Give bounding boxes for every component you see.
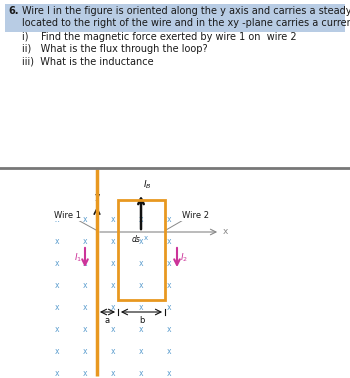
Text: $I_1$: $I_1$ bbox=[74, 251, 82, 264]
Text: ds: ds bbox=[132, 235, 140, 244]
Text: x: x bbox=[167, 347, 171, 356]
Text: x: x bbox=[111, 237, 115, 246]
Text: x: x bbox=[139, 260, 143, 268]
Text: x: x bbox=[167, 370, 171, 378]
Text: x: x bbox=[139, 347, 143, 356]
Text: x: x bbox=[111, 347, 115, 356]
Text: x: x bbox=[111, 325, 115, 335]
Text: x: x bbox=[55, 260, 59, 268]
Text: x: x bbox=[111, 282, 115, 291]
Text: x: x bbox=[55, 237, 59, 246]
Text: x: x bbox=[83, 325, 87, 335]
Text: y: y bbox=[94, 192, 100, 201]
Text: x: x bbox=[139, 282, 143, 291]
Text: ii)   What is the flux through the loop?: ii) What is the flux through the loop? bbox=[22, 44, 208, 54]
Text: x: x bbox=[83, 370, 87, 378]
Text: $I_2$: $I_2$ bbox=[180, 251, 188, 264]
Text: x: x bbox=[83, 282, 87, 291]
Text: x: x bbox=[83, 237, 87, 246]
Bar bbox=[5, 4, 345, 32]
Bar bbox=[118, 200, 165, 300]
Text: x: x bbox=[111, 215, 115, 225]
Text: $I_B$: $I_B$ bbox=[143, 178, 152, 191]
Text: x: x bbox=[144, 235, 148, 241]
Text: x: x bbox=[55, 304, 59, 313]
Text: x: x bbox=[167, 304, 171, 313]
Text: x: x bbox=[83, 304, 87, 313]
Text: x: x bbox=[111, 370, 115, 378]
Text: x: x bbox=[167, 282, 171, 291]
Text: x: x bbox=[167, 215, 171, 225]
Text: a: a bbox=[105, 316, 110, 325]
Text: i)    Find the magnetic force exerted by wire 1 on  wire 2: i) Find the magnetic force exerted by wi… bbox=[22, 32, 297, 42]
Text: x: x bbox=[55, 215, 59, 225]
Text: x: x bbox=[223, 228, 228, 237]
Text: x: x bbox=[139, 325, 143, 335]
Text: x: x bbox=[55, 282, 59, 291]
Text: located to the right of the wire and in the xy -plane carries a current I₂.: located to the right of the wire and in … bbox=[22, 18, 350, 28]
Text: x: x bbox=[83, 215, 87, 225]
Text: b: b bbox=[139, 316, 144, 325]
Text: x: x bbox=[167, 237, 171, 246]
Text: x: x bbox=[55, 370, 59, 378]
Text: x: x bbox=[139, 370, 143, 378]
Text: Wire I in the figure is oriented along the y axis and carries a steady current I: Wire I in the figure is oriented along t… bbox=[22, 6, 350, 16]
Text: 6.: 6. bbox=[8, 6, 19, 16]
Text: x: x bbox=[83, 260, 87, 268]
Text: x: x bbox=[139, 215, 143, 225]
Text: x: x bbox=[111, 304, 115, 313]
Text: x: x bbox=[167, 260, 171, 268]
Text: x: x bbox=[55, 325, 59, 335]
Text: Wire 1: Wire 1 bbox=[55, 211, 82, 220]
Text: x: x bbox=[139, 304, 143, 313]
Text: iii)  What is the inductance: iii) What is the inductance bbox=[22, 56, 154, 66]
Text: x: x bbox=[111, 260, 115, 268]
Text: x: x bbox=[83, 347, 87, 356]
Text: Wire 2: Wire 2 bbox=[182, 211, 209, 220]
Text: x: x bbox=[167, 325, 171, 335]
Text: x: x bbox=[55, 347, 59, 356]
Text: x: x bbox=[139, 237, 143, 246]
